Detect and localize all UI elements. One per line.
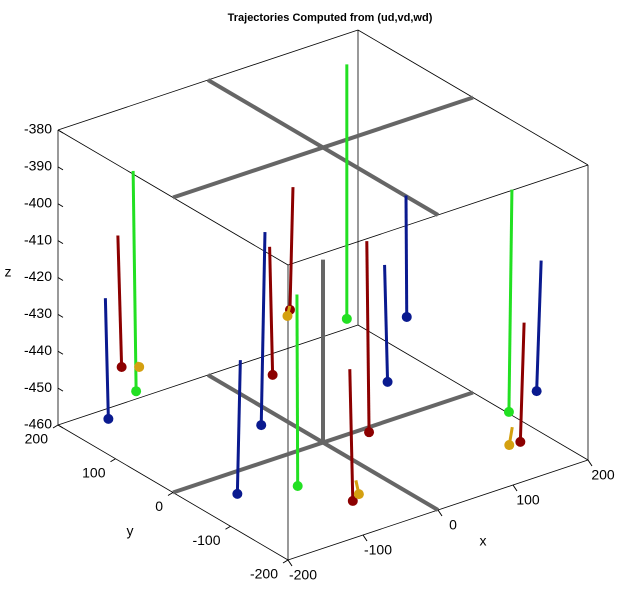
z-tick-label: -440 xyxy=(24,342,52,358)
trajectory-end-marker xyxy=(341,313,352,324)
x-tick xyxy=(587,459,593,467)
trajectory-end-marker xyxy=(503,406,514,417)
y-tick-label: 200 xyxy=(25,431,49,447)
x-tick-label: 0 xyxy=(449,517,457,533)
trajectory-end-marker xyxy=(103,413,114,424)
trajectory xyxy=(383,264,390,382)
trajectory-end-marker xyxy=(401,311,412,322)
z-tick xyxy=(57,240,64,245)
trajectory xyxy=(365,241,371,433)
trajectory xyxy=(116,235,124,368)
trajectory xyxy=(103,298,110,419)
trajectory xyxy=(535,260,543,392)
y-tick-label: 100 xyxy=(82,464,106,480)
trajectory-end-marker xyxy=(504,440,515,451)
trajectory xyxy=(268,246,275,375)
trajectory xyxy=(404,195,409,317)
trajectory-end-marker xyxy=(515,436,526,447)
z-tick-label: -450 xyxy=(24,379,52,395)
trajectory-end-marker xyxy=(232,488,243,499)
trajectory xyxy=(259,232,267,426)
z-tick xyxy=(57,129,64,134)
z-tick xyxy=(57,350,64,355)
y-tick-label: -100 xyxy=(192,532,220,548)
trajectory-end-marker xyxy=(256,420,267,431)
z-tick xyxy=(57,166,64,171)
z-axis-label: z xyxy=(5,264,12,280)
trajectory xyxy=(131,170,138,392)
reference-line xyxy=(172,95,474,200)
z-tick-label: -420 xyxy=(24,268,52,284)
y-tick xyxy=(225,525,231,530)
trajectory-end-marker xyxy=(131,386,142,397)
trajectory-end-marker xyxy=(364,427,375,438)
z-tick xyxy=(57,387,64,392)
trajectory-end-marker xyxy=(292,481,303,492)
chart-title: Trajectories Computed from (ud,vd,wd) xyxy=(228,12,433,24)
trajectory-end-marker xyxy=(267,369,278,380)
trajectory xyxy=(295,294,300,487)
y-tick xyxy=(167,492,174,496)
trajectory-end-marker xyxy=(347,495,358,506)
z-tick-label: -390 xyxy=(24,158,52,174)
x-axis-label: x xyxy=(480,533,487,549)
trajectory-end-marker xyxy=(353,489,364,500)
y-tick xyxy=(110,458,116,463)
y-tick-label: -200 xyxy=(250,566,278,582)
trajectory xyxy=(507,189,514,412)
x-tick xyxy=(362,534,368,542)
trajectory xyxy=(288,187,295,310)
trajectory xyxy=(518,322,526,442)
y-tick xyxy=(282,559,289,564)
trajectory-end-marker xyxy=(531,386,542,397)
trajectory-end-marker xyxy=(134,361,145,372)
x-tick-label: -100 xyxy=(364,542,392,558)
trajectory-end-marker xyxy=(382,376,393,387)
x-tick-label: -200 xyxy=(289,567,317,583)
z-tick-label: -410 xyxy=(24,231,52,247)
y-tick-label: 0 xyxy=(155,498,163,514)
trajectory-end-marker xyxy=(282,310,293,321)
z-tick-label: -400 xyxy=(24,194,52,210)
z-tick-label: -380 xyxy=(24,121,52,137)
trajectory-end-marker xyxy=(116,362,127,372)
x-tick xyxy=(287,559,293,567)
y-tick xyxy=(52,424,59,429)
z-tick xyxy=(57,424,64,429)
y-axis-label: y xyxy=(127,523,134,539)
z-tick xyxy=(57,277,64,281)
trajectory xyxy=(348,369,355,501)
z-tick-label: -460 xyxy=(24,416,52,432)
trajectory xyxy=(235,360,242,494)
x-tick xyxy=(437,509,443,517)
z-tick xyxy=(57,203,64,208)
x-tick xyxy=(512,484,518,492)
x-tick-label: 100 xyxy=(516,492,540,508)
x-tick-label: 200 xyxy=(591,467,615,483)
z-tick xyxy=(57,313,64,318)
z-tick-label: -430 xyxy=(24,305,52,321)
